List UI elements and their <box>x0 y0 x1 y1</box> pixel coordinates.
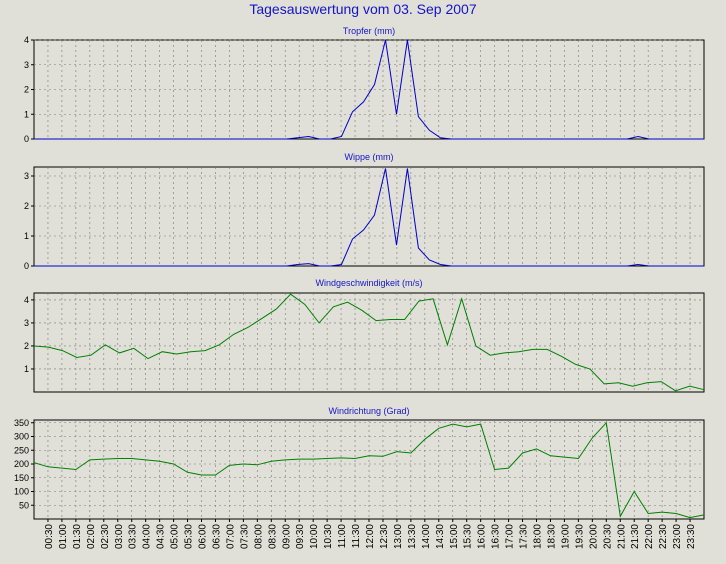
x-axis: 00:30 01:00 01:30 02:00 02:30 03:00 03:30 04:00… <box>44 519 697 549</box>
x-tick-label: 09:30 <box>295 524 306 549</box>
x-tick-label: 05:00 <box>170 524 181 549</box>
series-line <box>34 39 704 140</box>
y-tick-label: 300 <box>14 432 29 442</box>
x-tick-label: 17:30 <box>519 524 530 549</box>
y-tick-label: 3 <box>24 171 29 181</box>
chart-panel-2: 0 1 2 3 Wippe (mm) <box>24 152 705 271</box>
x-tick-label: 21:00 <box>616 524 627 549</box>
x-tick-label: 21:30 <box>630 524 641 549</box>
y-tick-label: 100 <box>14 487 29 497</box>
x-tick-label: 23:30 <box>686 524 697 549</box>
y-tick-label: 2 <box>24 201 29 211</box>
x-tick-label: 08:30 <box>267 524 278 549</box>
x-tick-label: 13:30 <box>407 524 418 549</box>
x-tick-label: 16:00 <box>477 524 488 549</box>
x-tick-label: 04:30 <box>156 524 167 549</box>
x-tick-label: 14:30 <box>435 524 446 549</box>
x-tick-label: 02:00 <box>86 524 97 549</box>
y-tick-label: 200 <box>14 459 29 469</box>
y-tick-label: 1 <box>24 364 29 374</box>
x-tick-label: 01:00 <box>58 524 69 549</box>
x-tick-label: 18:30 <box>547 524 558 549</box>
panel-title: Tropfer (mm) <box>343 26 395 36</box>
x-tick-label: 07:00 <box>225 524 236 549</box>
x-tick-label: 12:00 <box>365 524 376 549</box>
chart-main-title: Tagesauswertung vom 03. Sep 2007 <box>249 1 477 17</box>
x-tick-label: 17:00 <box>505 524 516 549</box>
x-tick-label: 11:00 <box>337 524 348 549</box>
x-tick-label: 22:30 <box>658 524 669 549</box>
x-tick-label: 22:00 <box>644 524 655 549</box>
x-tick-label: 15:00 <box>449 524 460 549</box>
x-tick-label: 11:30 <box>351 524 362 549</box>
x-tick-label: 03:30 <box>128 524 139 549</box>
y-tick-label: 2 <box>24 341 29 351</box>
x-tick-label: 15:30 <box>463 524 474 549</box>
y-tick-label: 2 <box>24 85 29 95</box>
series-line <box>33 293 705 392</box>
x-tick-label: 19:30 <box>574 524 585 549</box>
y-tick-label: 150 <box>14 473 29 483</box>
chart-panel-4: 50 100 150 200 250 300 350 Windrichtung (Grad) <box>14 406 705 520</box>
x-tick-label: 06:00 <box>198 524 209 549</box>
x-tick-label: 20:30 <box>602 524 613 549</box>
y-tick-label: 3 <box>24 318 29 328</box>
x-tick-label: 03:00 <box>114 524 125 549</box>
chart-panel-3: 1 2 3 4 Windgeschwindigkeit (m/s) <box>24 278 705 393</box>
x-tick-label: 13:00 <box>393 524 404 549</box>
series-line <box>33 421 705 519</box>
x-tick-label: 02:30 <box>100 524 111 549</box>
y-tick-label: 1 <box>24 231 29 241</box>
series-line <box>34 168 704 267</box>
y-tick-label: 350 <box>14 418 29 428</box>
panel-title: Wippe (mm) <box>345 152 394 162</box>
x-tick-label: 09:00 <box>281 524 292 549</box>
y-tick-label: 3 <box>24 60 29 70</box>
x-tick-label: 10:30 <box>323 524 334 549</box>
x-tick-label: 01:30 <box>72 524 83 549</box>
x-tick-label: 00:30 <box>44 524 55 549</box>
x-tick-label: 19:00 <box>560 524 571 549</box>
x-tick-label: 05:30 <box>184 524 195 549</box>
panel-title: Windgeschwindigkeit (m/s) <box>315 278 422 288</box>
x-tick-label: 14:00 <box>421 524 432 549</box>
x-tick-label: 23:00 <box>672 524 683 549</box>
y-tick-label: 1 <box>24 109 29 119</box>
y-tick-label: 4 <box>24 35 29 45</box>
plot-frame <box>33 419 705 520</box>
x-tick-label: 06:30 <box>212 524 223 549</box>
x-tick-label: 04:00 <box>142 524 153 549</box>
x-tick-label: 07:30 <box>239 524 250 549</box>
y-tick-label: 50 <box>19 500 29 510</box>
panel-title: Windrichtung (Grad) <box>328 406 409 416</box>
x-tick-label: 18:00 <box>533 524 544 549</box>
y-tick-label: 0 <box>24 134 29 144</box>
x-tick-label: 12:30 <box>379 524 390 549</box>
chart-panel-1: 0 1 2 3 4 Tropfer (mm) <box>24 26 705 144</box>
y-tick-label: 0 <box>24 261 29 271</box>
x-tick-label: 20:00 <box>588 524 599 549</box>
plot-frame <box>33 166 705 267</box>
plot-frame <box>33 292 705 393</box>
x-tick-label: 10:00 <box>309 524 320 549</box>
y-tick-label: 4 <box>24 295 29 305</box>
y-tick-label: 250 <box>14 445 29 455</box>
x-tick-label: 16:30 <box>491 524 502 549</box>
x-tick-label: 08:00 <box>253 524 264 549</box>
